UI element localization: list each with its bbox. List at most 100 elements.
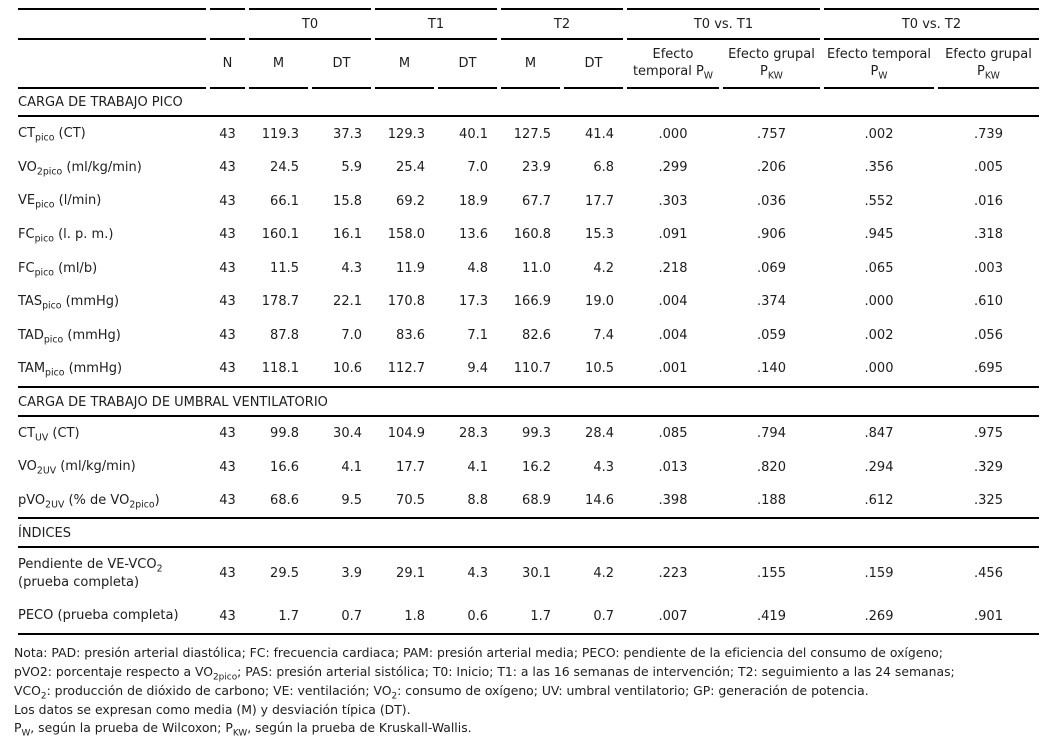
column-header-dt-t1: DT	[438, 40, 497, 90]
cell: 43	[219, 459, 236, 475]
table-row: TAMpico (mmHg) 43 118.1 10.6 112.7 9.4 110.7 10…	[18, 352, 1039, 386]
cell: .299	[658, 160, 688, 176]
cell: .000	[864, 361, 894, 377]
cell: .398	[658, 493, 688, 509]
cell: 9.4	[467, 361, 488, 377]
cell: 104.9	[387, 425, 425, 441]
table-row: Pendiente de VE-VCO2 (prueba completa) 43…	[18, 548, 1039, 599]
cell: 10.5	[585, 361, 614, 377]
cell: .056	[974, 327, 1003, 343]
cell: 40.1	[459, 126, 488, 142]
table-bottom-rule	[18, 632, 1039, 635]
cell: .757	[757, 126, 786, 142]
cell: .610	[974, 294, 1003, 310]
cell: .318	[974, 227, 1003, 243]
cell: 16.1	[333, 227, 362, 243]
cell: .303	[658, 193, 688, 209]
group-header-row: T0 T1 T2 T0 vs. T1 T0 vs. T2	[18, 8, 1039, 40]
cell: 30.1	[522, 566, 551, 582]
group-header-t0-vs-t2: T0 vs. T2	[824, 8, 1039, 40]
cell: 158.0	[387, 227, 425, 243]
cell: .794	[757, 425, 786, 441]
cell: .695	[974, 361, 1003, 377]
cell: .329	[974, 459, 1003, 475]
cell: 9.5	[341, 493, 362, 509]
cell: 11.0	[522, 260, 551, 276]
cell: .901	[974, 608, 1003, 624]
cell: .739	[974, 126, 1003, 142]
cell: 14.6	[585, 493, 614, 509]
section-title: CARGA DE TRABAJO PICO	[18, 89, 1039, 118]
cell: .002	[864, 126, 894, 142]
cell: 28.3	[459, 425, 488, 441]
row-label: VO2UV (ml/kg/min)	[18, 459, 136, 477]
cell: .155	[757, 566, 786, 582]
footnote-line: Los datos se expresan como media (M) y d…	[14, 701, 411, 717]
cell: 160.8	[513, 227, 551, 243]
cell: 4.1	[467, 459, 488, 475]
section-row: CARGA DE TRABAJO DE UMBRAL VENTILATORIO	[18, 385, 1039, 417]
cell: 118.1	[261, 361, 299, 377]
cell: .091	[658, 227, 688, 243]
cell: .188	[757, 493, 786, 509]
cell: 6.8	[593, 160, 614, 176]
cell: 4.2	[593, 566, 614, 582]
cell: .374	[757, 294, 786, 310]
table-row: VO2UV (ml/kg/min) 43 16.6 4.1 17.7 4.1 16.2 4.3…	[18, 450, 1039, 484]
cell: 7.0	[341, 327, 362, 343]
cell: .004	[658, 294, 688, 310]
cell: .206	[757, 160, 786, 176]
cell: 43	[219, 160, 236, 176]
cell: .004	[658, 327, 688, 343]
cell: 43	[219, 294, 236, 310]
table-body: CARGA DE TRABAJO PICO CTpico (CT) 43 119.3 3…	[18, 89, 1039, 635]
cell: 99.8	[270, 425, 299, 441]
cell: 1.7	[278, 608, 299, 624]
cell: .085	[658, 425, 688, 441]
table-row: PECO (prueba completa) 43 1.7 0.7 1.8 0.6 1.7 0…	[18, 599, 1039, 633]
cell: .975	[974, 425, 1003, 441]
column-header-n: N	[210, 40, 245, 90]
column-header-dt-t0: DT	[312, 40, 371, 90]
cell: .419	[757, 608, 786, 624]
cell: 5.9	[341, 160, 362, 176]
cell: 127.5	[513, 126, 551, 142]
cell: 18.9	[459, 193, 488, 209]
cell: 43	[219, 493, 236, 509]
cell: 17.7	[396, 459, 425, 475]
cell: .000	[864, 294, 894, 310]
cell: 7.1	[467, 327, 488, 343]
column-header-spacer	[18, 40, 206, 90]
row-label: TASpico (mmHg)	[18, 294, 120, 312]
cell: 10.6	[333, 361, 362, 377]
cell: 7.0	[467, 160, 488, 176]
row-label: TAMpico (mmHg)	[18, 361, 123, 379]
cell: 22.1	[333, 294, 362, 310]
cell: 119.3	[261, 126, 299, 142]
cell: 67.7	[522, 193, 551, 209]
cell: 24.5	[270, 160, 299, 176]
cell: .001	[658, 361, 688, 377]
cell: 43	[219, 126, 236, 142]
cell: 4.3	[341, 260, 362, 276]
cell: 23.9	[522, 160, 551, 176]
cell: .016	[974, 193, 1003, 209]
column-header-dt-t2: DT	[564, 40, 623, 90]
cell: 37.3	[333, 126, 362, 142]
cell: 69.2	[396, 193, 425, 209]
row-label: CTpico (CT)	[18, 126, 86, 144]
cell: 17.7	[585, 193, 614, 209]
section-row: ÍNDICES	[18, 517, 1039, 549]
table-row: VO2pico (ml/kg/min) 43 24.5 5.9 25.4 7.0 23.9 6…	[18, 151, 1039, 185]
row-label: TADpico (mmHg)	[18, 327, 121, 346]
cell: .456	[974, 566, 1003, 582]
table-row: FCpico (ml/b) 43 11.5 4.3 11.9 4.8 11.0 4.2 .218…	[18, 252, 1039, 286]
row-label: pVO2UV (% de VO2pico)	[18, 492, 160, 511]
table-row: pVO2UV (% de VO2pico) 43 68.6 9.5 70.5 8.8 68.…	[18, 484, 1039, 518]
cell: .036	[757, 193, 786, 209]
cell: 43	[219, 566, 236, 582]
cell: 4.1	[341, 459, 362, 475]
footnote-line: Nota: PAD: presión arterial diastólica; …	[14, 644, 943, 660]
cell: 4.8	[467, 260, 488, 276]
